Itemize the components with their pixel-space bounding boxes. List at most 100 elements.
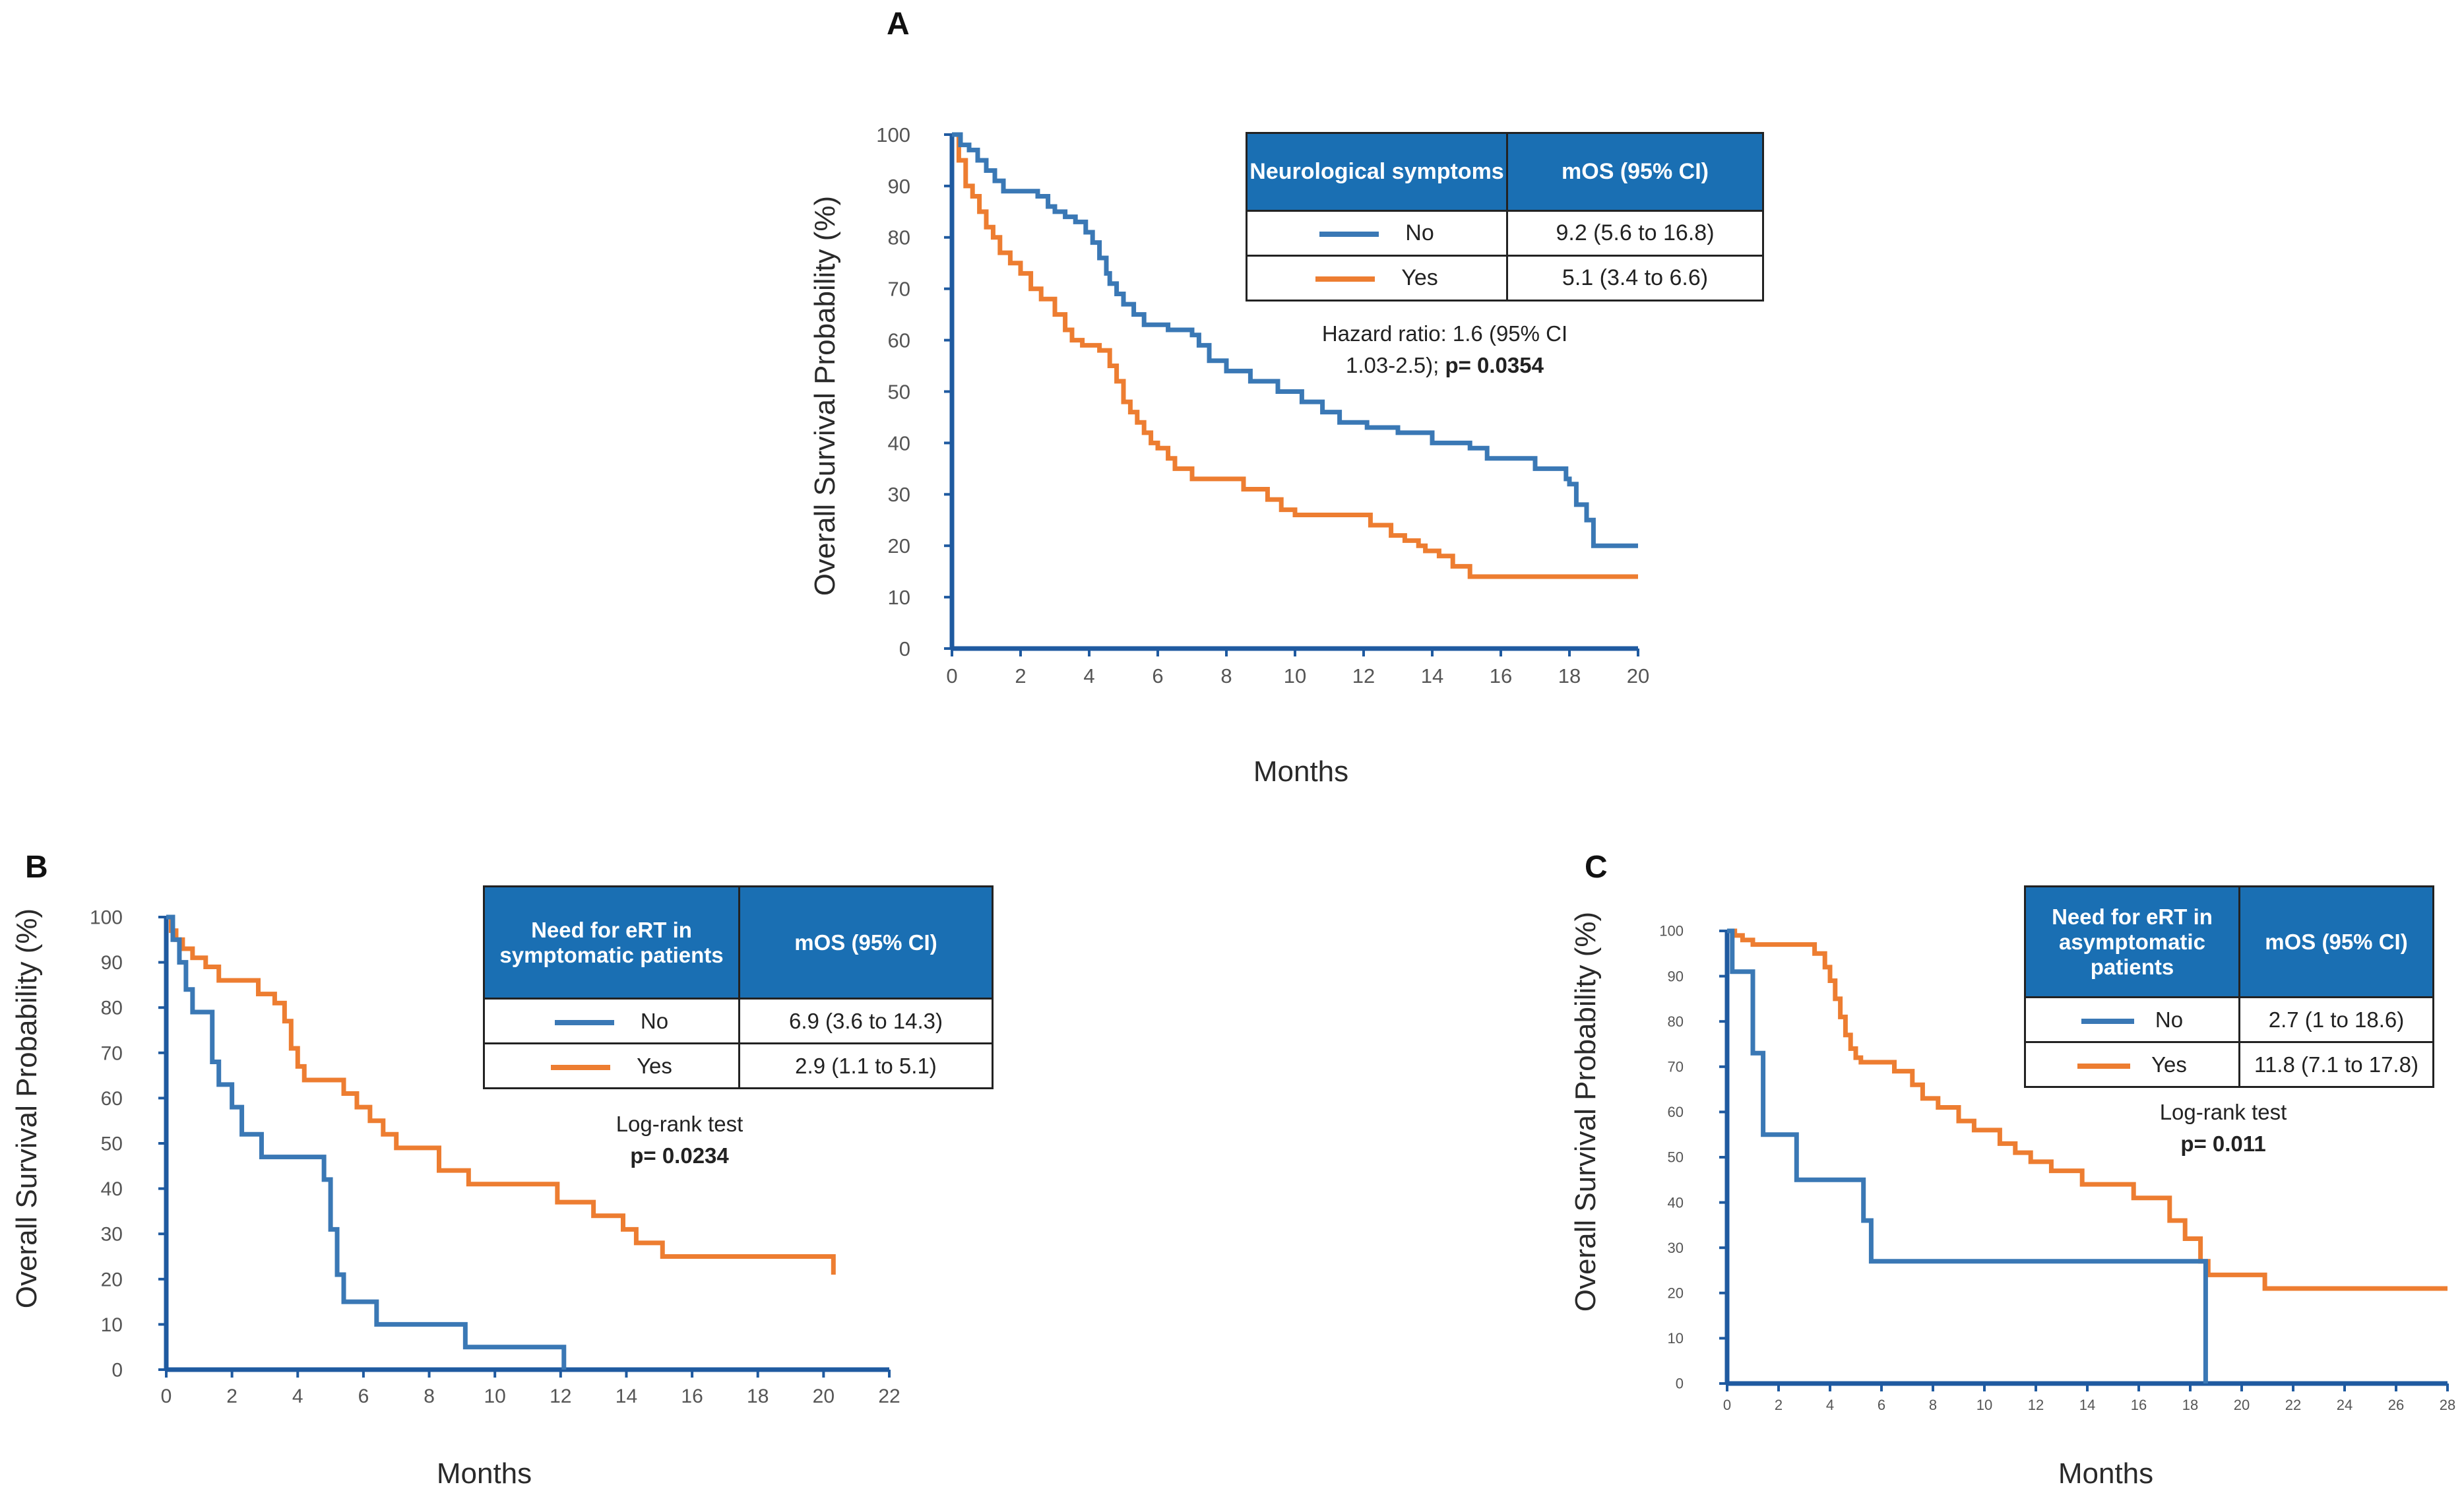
chart-b-annotation-line1: Log-rank test xyxy=(616,1112,743,1136)
chart-c-ytick-label: 60 xyxy=(1668,1104,1684,1120)
chart-b-xtick-label: 12 xyxy=(550,1385,571,1407)
chart-c-xtick-label: 28 xyxy=(2440,1397,2455,1413)
chart-a-xtick-label: 14 xyxy=(1421,664,1443,687)
chart-b-ytick-label: 100 xyxy=(90,907,123,929)
legend-no-swatch xyxy=(1319,232,1379,238)
chart-c-xtick-label: 26 xyxy=(2388,1397,2404,1413)
legend-yes-label: Yes xyxy=(2151,1052,2187,1077)
chart-c-table-row: No 2.7 (1 to 18.6) xyxy=(2024,996,2434,1043)
chart-b-table-row: No 6.9 (3.6 to 14.3) xyxy=(483,998,994,1044)
chart-b-ytick-label: 30 xyxy=(101,1224,123,1246)
chart-c-mos-yes: 11.8 (7.1 to 17.8) xyxy=(2238,1041,2434,1088)
chart-b-xtick-label: 4 xyxy=(292,1385,303,1407)
chart-c-xtick-label: 24 xyxy=(2337,1397,2353,1413)
chart-a-ytick-label: 10 xyxy=(888,586,910,609)
legend-yes-label: Yes xyxy=(637,1053,672,1078)
legend-no-swatch xyxy=(554,1019,614,1025)
chart-c-ytick-label: 40 xyxy=(1668,1194,1684,1211)
chart-c-ytick-label: 10 xyxy=(1668,1330,1684,1347)
chart-a-legend-table: Neurological symptoms mOS (95% CI) No 9.… xyxy=(1246,132,1764,302)
chart-b-xtick-label: 16 xyxy=(681,1385,703,1407)
chart-c-annotation: Log-rank test p= 0.011 xyxy=(2124,1097,2322,1160)
chart-b-xtick-label: 14 xyxy=(616,1385,637,1407)
chart-c-ytick-label: 20 xyxy=(1668,1285,1684,1302)
chart-b-ytick-label: 90 xyxy=(101,952,123,974)
chart-a-table-header-group: Neurological symptoms xyxy=(1246,132,1508,212)
chart-a-ytick-label: 100 xyxy=(876,123,910,146)
chart-a-mos-yes: 5.1 (3.4 to 6.6) xyxy=(1506,255,1764,302)
chart-a-xlabel: Months xyxy=(1253,755,1348,788)
chart-c-ylabel: Overall Survival Probability (%) xyxy=(1569,912,1602,1312)
chart-a-ytick-label: 70 xyxy=(888,278,910,301)
chart-a-series-no xyxy=(952,132,1638,548)
chart-b-ylabel: Overall Survival Probability (%) xyxy=(11,908,43,1308)
chart-a-table-row: Yes 5.1 (3.4 to 6.6) xyxy=(1246,255,1764,302)
chart-a-ytick-label: 0 xyxy=(899,637,910,660)
chart-c-table-row: Yes 11.8 (7.1 to 17.8) xyxy=(2024,1041,2434,1088)
chart-a-pvalue: p= 0.0354 xyxy=(1445,352,1544,377)
chart-b-ytick-label: 50 xyxy=(101,1133,123,1155)
chart-a-xtick-label: 20 xyxy=(1627,664,1649,687)
chart-b-xtick-label: 20 xyxy=(813,1385,835,1407)
chart-c-ytick-label: 70 xyxy=(1668,1059,1684,1075)
chart-a-ytick-label: 80 xyxy=(888,226,910,249)
chart-c-ytick-label: 30 xyxy=(1668,1240,1684,1256)
chart-b-table-header-value: mOS (95% CI) xyxy=(738,885,994,1000)
chart-b-ytick-label: 0 xyxy=(111,1360,123,1382)
panel-b-label: B xyxy=(25,850,48,885)
chart-b-table-header-group: Need for eRT in symptomatic patients xyxy=(483,885,740,1000)
legend-yes-swatch xyxy=(2077,1063,2131,1069)
chart-b-ytick-label: 80 xyxy=(101,998,123,1019)
chart-a-ytick-label: 50 xyxy=(888,380,910,403)
chart-b-legend-table: Need for eRT in symptomatic patients mOS… xyxy=(483,885,994,1089)
chart-b-ytick-label: 10 xyxy=(101,1314,123,1336)
chart-c-ytick-label: 50 xyxy=(1668,1149,1684,1166)
chart-c-xtick-label: 16 xyxy=(2131,1397,2147,1413)
legend-yes-swatch xyxy=(1315,276,1375,282)
chart-c-mos-no: 2.7 (1 to 18.6) xyxy=(2238,996,2434,1043)
chart-a-table-header-value: mOS (95% CI) xyxy=(1506,132,1764,212)
chart-c-xtick-label: 8 xyxy=(1929,1397,1937,1413)
chart-b-series-yes xyxy=(166,914,836,1275)
chart-a: 0 10 20 30 40 50 60 70 80 90 100 0 2 4 6 8 10 12 14 16 18 20 xyxy=(876,123,1649,687)
chart-b-series-no xyxy=(166,914,567,1370)
legend-no-label: No xyxy=(1405,220,1434,245)
chart-a-xtick-label: 0 xyxy=(946,664,957,687)
chart-b-ytick-label: 70 xyxy=(101,1042,123,1064)
chart-a-xtick-label: 16 xyxy=(1490,664,1512,687)
chart-b: 0 10 20 30 40 50 60 70 80 90 100 0 2 4 6 8 10 12 14 16 18 20 2… xyxy=(90,907,900,1408)
chart-a-xtick-label: 2 xyxy=(1015,664,1026,687)
chart-a-ytick-label: 40 xyxy=(888,431,910,455)
chart-b-xlabel: Months xyxy=(437,1457,532,1490)
chart-c-xtick-label: 12 xyxy=(2028,1397,2044,1413)
chart-a-xtick-label: 6 xyxy=(1152,664,1163,687)
legend-no-label: No xyxy=(640,1008,669,1033)
chart-b-xtick-label: 10 xyxy=(484,1385,505,1407)
chart-a-xtick-label: 10 xyxy=(1284,664,1306,687)
chart-c-xtick-label: 10 xyxy=(1976,1397,1992,1413)
chart-c-pvalue: p= 0.011 xyxy=(2180,1131,2266,1156)
panel-a-label: A xyxy=(887,7,910,42)
chart-c-xtick-label: 18 xyxy=(2182,1397,2198,1413)
chart-c-xtick-label: 20 xyxy=(2234,1397,2250,1413)
chart-c-xlabel: Months xyxy=(2058,1457,2153,1490)
chart-a-xtick-label: 8 xyxy=(1220,664,1232,687)
chart-a-ytick-label: 30 xyxy=(888,483,910,506)
chart-a-annotation-line1: Hazard ratio: 1.6 (95% CI xyxy=(1321,321,1568,346)
chart-c-xtick-label: 14 xyxy=(2079,1397,2095,1413)
panel-c-label: C xyxy=(1585,850,1608,885)
legend-yes-label: Yes xyxy=(1401,265,1438,290)
chart-a-ylabel: Overall Survival Probability (%) xyxy=(809,196,841,596)
chart-a-series-yes xyxy=(952,132,1638,579)
chart-b-xtick-label: 0 xyxy=(161,1385,172,1407)
chart-c-annotation-line1: Log-rank test xyxy=(2159,1100,2287,1124)
chart-c-legend-table: Need for eRT in asymptomatic patients mO… xyxy=(2024,885,2434,1088)
chart-c-ytick-label: 80 xyxy=(1668,1013,1684,1030)
chart-a-xtick-label: 12 xyxy=(1352,664,1375,687)
chart-c-series-no xyxy=(1727,928,2208,1384)
chart-b-ytick-label: 60 xyxy=(101,1088,123,1110)
chart-c-table-header-group: Need for eRT in asymptomatic patients xyxy=(2024,885,2240,998)
chart-b-pvalue: p= 0.0234 xyxy=(630,1143,729,1168)
legend-yes-swatch xyxy=(551,1064,611,1070)
